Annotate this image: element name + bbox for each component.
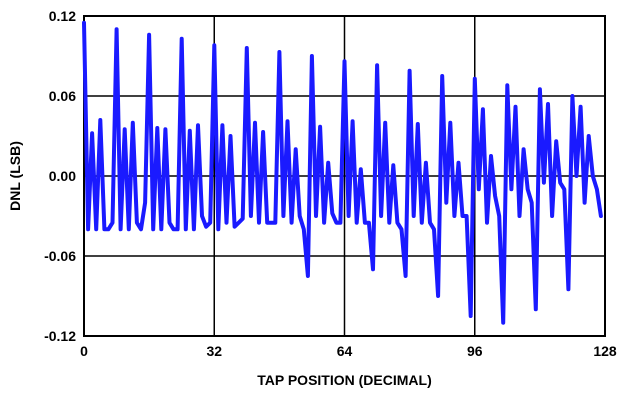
y-tick-label: 0.00 <box>49 168 76 184</box>
y-tick-labels: -0.12 -0.06 0.00 0.06 0.12 <box>44 8 76 344</box>
y-tick-label: -0.12 <box>44 328 76 344</box>
y-tick-label: 0.12 <box>49 8 76 24</box>
x-tick-label: 32 <box>206 343 222 359</box>
y-axis-title: DNL (LSB) <box>7 141 23 211</box>
y-tick-label: 0.06 <box>49 88 76 104</box>
x-tick-label: 96 <box>467 343 483 359</box>
y-tick-label: -0.06 <box>44 248 76 264</box>
x-tick-label: 0 <box>80 343 88 359</box>
x-tick-labels: 0 32 64 96 128 <box>80 343 617 359</box>
x-tick-label: 128 <box>593 343 617 359</box>
x-tick-label: 64 <box>337 343 353 359</box>
x-axis-title: TAP POSITION (DECIMAL) <box>257 372 431 388</box>
dnl-series-line <box>82 20 603 325</box>
plot-frame <box>83 15 606 337</box>
